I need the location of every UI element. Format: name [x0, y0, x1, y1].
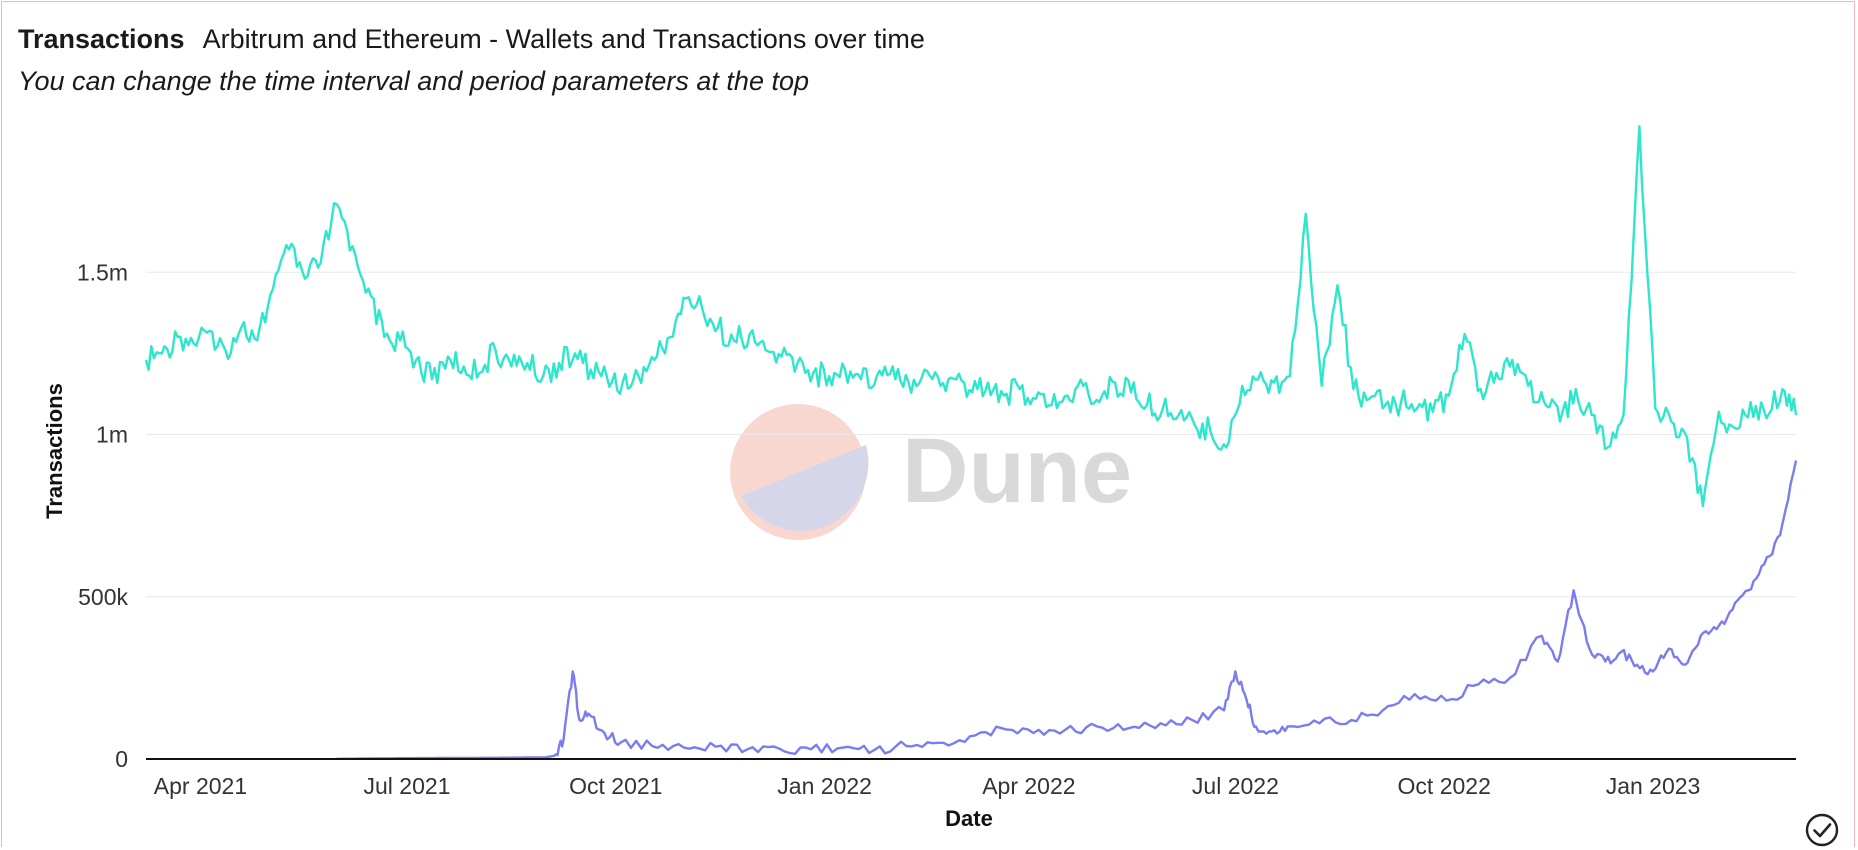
y-tick-label: 1.5m — [77, 259, 128, 285]
y-tick-label: 0 — [115, 746, 128, 772]
y-axis-title: Transactions — [42, 383, 67, 519]
dune-watermark: Dune — [730, 404, 1132, 540]
chart-description: You can change the time interval and per… — [18, 66, 810, 96]
y-tick-label: 1m — [96, 422, 128, 448]
series-line-ethereum — [144, 125, 1798, 508]
x-tick-label: Apr 2021 — [154, 773, 247, 799]
x-tick-label: Jul 2022 — [1192, 773, 1279, 799]
x-axis-ticks: Apr 2021 Jul 2021 Oct 2021 Jan 2022 Apr 2022… — [154, 773, 1701, 799]
y-tick-label: 500k — [78, 584, 128, 610]
check-circle-icon[interactable] — [1804, 812, 1840, 848]
x-tick-label: Oct 2021 — [569, 773, 662, 799]
gridlines — [146, 271, 1796, 598]
title-row: Transactions Arbitrum and Ethereum - Wall… — [18, 22, 925, 56]
x-axis-title: Date — [945, 806, 993, 831]
watermark-text: Dune — [902, 420, 1132, 522]
x-tick-label: Oct 2022 — [1398, 773, 1491, 799]
x-tick-label: Jan 2023 — [1606, 773, 1701, 799]
chart-query-name: Arbitrum and Ethereum - Wallets and Tran… — [202, 24, 925, 54]
watermark-logo-lower-half — [741, 445, 869, 531]
chart-header: Transactions Arbitrum and Ethereum - Wall… — [18, 22, 925, 98]
x-tick-label: Jan 2022 — [777, 773, 872, 799]
chart-title: Transactions — [18, 24, 185, 54]
x-tick-label: Apr 2022 — [982, 773, 1075, 799]
y-axis-ticks: 0 500k 1m 1.5m — [77, 259, 129, 772]
series-line-arbitrum — [336, 460, 1798, 760]
x-tick-label: Jul 2021 — [364, 773, 451, 799]
series-lines — [144, 125, 1798, 760]
